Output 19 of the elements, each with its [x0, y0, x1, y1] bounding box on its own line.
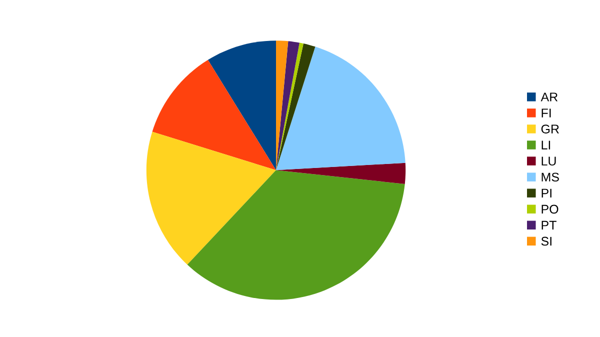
pie-slice: [146, 132, 276, 265]
pie-slice: [152, 60, 276, 170]
legend-label: FI: [542, 108, 551, 118]
legend-label: PO: [542, 204, 558, 214]
legend-label: LI: [542, 140, 550, 150]
legend-label: PI: [542, 188, 552, 198]
pie-slice: [276, 40, 288, 170]
legend-label: SI: [541, 236, 552, 246]
legend-label: AR: [540, 92, 558, 102]
pie-slice: [276, 41, 300, 170]
legend-label: LU: [542, 156, 556, 166]
pie-slice: [208, 40, 276, 170]
pie-slice: [276, 46, 406, 170]
legend-label: MS: [542, 172, 559, 182]
legend-label: GR: [541, 124, 559, 134]
pie-slice: [276, 162, 406, 184]
pie-slice: [276, 44, 316, 170]
legend-label: PT: [542, 220, 556, 230]
pie-slice: [187, 170, 405, 300]
